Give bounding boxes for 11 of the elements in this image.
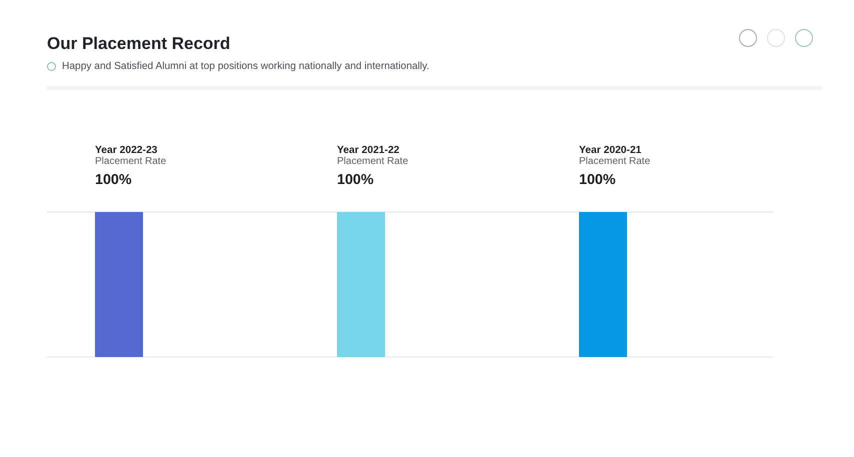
text: Placement Rate xyxy=(95,156,167,167)
data-label: 100% xyxy=(337,172,374,188)
chart-title: Our Placement Record xyxy=(47,34,230,54)
chart-subtitle: Happy and Satisfied Alumni at top positions working nationally and internationally. xyxy=(62,60,430,73)
x-tick-label: Year 2020-21 xyxy=(579,145,642,156)
x-tick-label: Year 2021-22 xyxy=(337,145,400,156)
text: Placement Rate xyxy=(337,156,408,167)
x-tick-label: Year 2022-23 xyxy=(95,145,158,156)
data-label: 100% xyxy=(95,172,132,188)
data-label: 100% xyxy=(579,172,616,188)
text: Placement Rate xyxy=(579,156,650,167)
